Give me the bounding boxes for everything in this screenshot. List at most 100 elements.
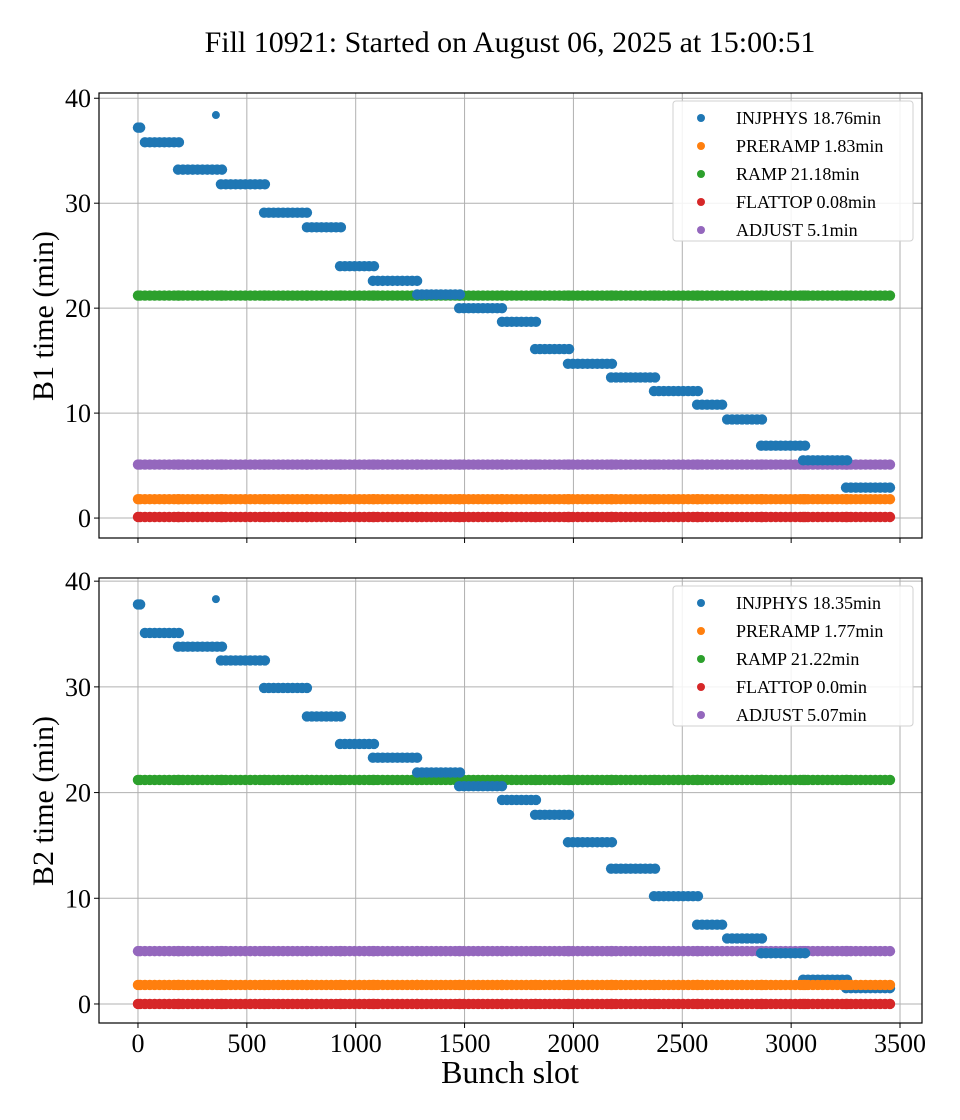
b1-point-injphys <box>216 164 228 175</box>
b2-legend-label-adjust: ADJUST 5.07min <box>736 705 867 725</box>
b1-legend: INJPHYS 18.76min PRERAMP 1.83min RAMP 21.1… <box>672 100 914 242</box>
b2-legend-label-ramp: RAMP 21.22min <box>736 649 859 669</box>
b1-series-flattop <box>132 511 896 523</box>
b2-x-tick-label: 500 <box>227 1029 266 1058</box>
b2-point-injphys <box>606 837 618 848</box>
b2-series-injphys <box>132 595 896 994</box>
b2-point-injphys <box>211 595 220 604</box>
b2-series <box>132 595 896 1010</box>
b2-legend-marker-preramp <box>697 627 705 635</box>
b2-legend: INJPHYS 18.35min PRERAMP 1.77min RAMP 21.2… <box>672 585 914 727</box>
b2-point-injphys <box>649 863 661 874</box>
b1-series-injphys <box>132 111 896 493</box>
b2-series-ramp <box>132 774 896 786</box>
b2-point-injphys <box>173 627 185 639</box>
b2-y-tick-label: 40 <box>65 567 91 596</box>
b2-point-injphys <box>530 794 542 806</box>
b2-x-tick-label: 2500 <box>656 1029 708 1058</box>
b2-x-tick-label: 2000 <box>547 1029 599 1058</box>
x-axis-label: Bunch slot <box>441 1054 579 1090</box>
b2-y-tick-label: 30 <box>65 673 91 702</box>
b1-point-injphys <box>454 289 466 300</box>
b1-legend-label-adjust: ADJUST 5.1min <box>736 220 858 240</box>
b1-point-injphys <box>756 414 768 425</box>
b1-legend-label-preramp: PRERAMP 1.83min <box>736 136 883 156</box>
b1-point-injphys <box>716 399 728 410</box>
b2-legend-box <box>672 585 914 727</box>
b2-y-tick-label: 20 <box>65 779 91 808</box>
b2-point-ramp <box>884 774 896 786</box>
b2-legend-label-flattop: FLATTOP 0.0min <box>736 677 867 697</box>
b2-point-injphys <box>496 781 508 792</box>
b2-point-adjust <box>884 945 896 957</box>
b1-point-ramp <box>884 290 896 301</box>
b2-legend-label-preramp: PRERAMP 1.77min <box>736 621 883 641</box>
b2-point-injphys <box>216 641 228 652</box>
b2-series-preramp <box>132 979 896 991</box>
b1-point-injphys <box>606 358 618 369</box>
b2-y-tick-label: 0 <box>78 990 91 1019</box>
b1-subplot: B1 time (min) 0 10 20 30 40 INJPHYS 18.76min P… <box>27 84 923 543</box>
b2-legend-label-injphys: INJPHYS 18.35min <box>736 593 881 613</box>
b2-x-tick-label: 3500 <box>874 1029 926 1058</box>
b2-point-injphys <box>692 890 704 902</box>
b2-axes-frame <box>98 577 923 1024</box>
b2-point-injphys <box>454 767 466 778</box>
b1-point-injphys <box>134 122 146 133</box>
b1-legend-marker-flattop <box>697 198 705 206</box>
b1-y-tick-label: 10 <box>65 399 91 428</box>
b1-point-adjust <box>884 459 896 470</box>
b2-x-tick-label: 1500 <box>439 1029 491 1058</box>
b2-legend-marker-ramp <box>697 655 705 663</box>
b1-series-ramp <box>132 290 896 301</box>
b1-point-preramp <box>884 493 896 505</box>
b1-legend-marker-adjust <box>697 226 705 234</box>
b2-point-injphys <box>335 711 347 722</box>
b1-point-injphys <box>335 222 347 233</box>
b2-x-tick-label: 3000 <box>765 1029 817 1058</box>
b1-point-injphys <box>884 482 896 493</box>
b1-point-injphys <box>368 260 380 272</box>
b2-series-flattop <box>132 998 896 1010</box>
b2-legend-marker-flattop <box>697 683 705 691</box>
b2-point-preramp <box>884 979 896 991</box>
b2-point-injphys <box>134 599 146 610</box>
b2-legend-marker-injphys <box>697 599 705 607</box>
b2-point-flattop <box>884 998 896 1010</box>
b1-point-injphys <box>173 137 185 148</box>
b1-legend-label-injphys: INJPHYS 18.76min <box>736 108 881 128</box>
b1-point-injphys <box>259 179 271 190</box>
b2-point-injphys <box>368 738 380 750</box>
b1-point-injphys <box>496 302 508 314</box>
figure-title: Fill 10921: Started on August 06, 2025 a… <box>205 26 816 59</box>
b1-point-injphys <box>530 316 542 327</box>
b2-x-tick-label: 0 <box>131 1029 144 1058</box>
b1-legend-marker-injphys <box>697 114 705 122</box>
b1-point-injphys <box>799 440 811 451</box>
b1-legend-label-ramp: RAMP 21.18min <box>736 164 859 184</box>
b1-point-injphys <box>211 111 220 120</box>
b2-point-injphys <box>756 933 768 944</box>
b1-series-preramp <box>132 493 896 505</box>
b1-point-injphys <box>411 275 423 287</box>
b1-y-tick-label: 30 <box>65 189 91 218</box>
b2-point-injphys <box>716 919 728 930</box>
b1-point-injphys <box>841 455 853 466</box>
b1-series-adjust <box>132 459 896 470</box>
b1-point-injphys <box>563 343 575 355</box>
b1-point-injphys <box>301 207 313 218</box>
b1-axes-frame <box>98 92 923 539</box>
b1-point-flattop <box>884 511 896 523</box>
b2-x-tick-label: 1000 <box>330 1029 382 1058</box>
b2-point-injphys <box>301 682 313 694</box>
b1-point-injphys <box>649 372 661 383</box>
b2-y-axis-label: B2 time (min) <box>27 716 60 886</box>
b1-point-injphys <box>692 385 704 397</box>
b1-legend-label-flattop: FLATTOP 0.08min <box>736 192 876 212</box>
b1-series <box>132 111 896 523</box>
b2-point-injphys <box>411 752 423 763</box>
b1-legend-marker-ramp <box>697 170 705 178</box>
b2-point-injphys <box>799 948 811 959</box>
b1-legend-box <box>672 100 914 242</box>
